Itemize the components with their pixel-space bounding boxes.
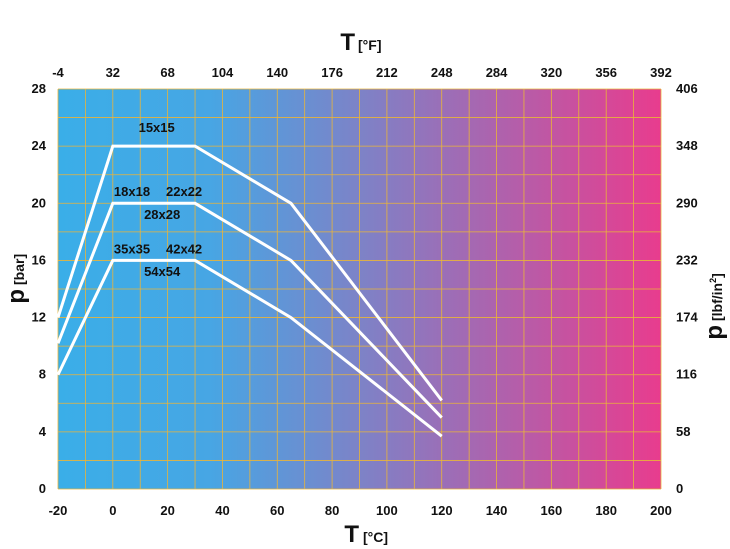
x-axis-bottom-tick-label: 40 [215, 503, 229, 518]
y-axis-right-unit-base: [lbf/in [709, 283, 725, 321]
x-axis-top-tick-label: 212 [376, 65, 398, 80]
series-line [56, 201, 443, 419]
series-label: 22x22 [166, 184, 202, 199]
x-axis-bottom-tick-label: 140 [486, 503, 508, 518]
y-axis-left-unit: [bar] [11, 254, 27, 285]
y-axis-right-unit-close: ] [709, 273, 725, 278]
y-axis-right-tick-label: 116 [676, 367, 697, 382]
y-axis-right-tick-label: 0 [676, 481, 683, 496]
y-axis-left-tick-label: 0 [39, 481, 46, 496]
x-axis-top-tick-label: 248 [431, 65, 453, 80]
x-axis-bottom-tick-label: 100 [376, 503, 398, 518]
x-axis-bottom-tick-label: 80 [325, 503, 339, 518]
x-axis-bottom-tick-label: 160 [541, 503, 563, 518]
y-axis-right-tick-label: 58 [676, 424, 690, 439]
y-axis-left-tick-label: 16 [32, 252, 46, 267]
y-axis-right-unit: [lbf/in2] [708, 273, 725, 321]
x-axis-bottom-ticks: -20 0 20 40 60 80 100 120 140 160 180 200 [49, 503, 672, 518]
y-axis-right-tick-label: 348 [676, 138, 698, 153]
x-axis-bottom-title: T [344, 521, 359, 548]
x-axis-top-tick-label: 104 [212, 65, 234, 80]
x-axis-top-tick-label: 320 [541, 65, 563, 80]
y-axis-left-tick-label: 24 [32, 138, 47, 153]
x-axis-bottom-unit: [°C] [363, 529, 388, 545]
y-axis-left-tick-label: 20 [32, 195, 46, 210]
x-axis-top-tick-label: -4 [52, 65, 64, 80]
series-lines [56, 144, 443, 438]
x-axis-bottom-tick-label: 200 [650, 503, 672, 518]
x-axis-bottom-tick-label: -20 [49, 503, 68, 518]
y-axis-right-tick-label: 406 [676, 81, 698, 96]
x-axis-top-tick-label: 32 [106, 65, 120, 80]
series-line [56, 144, 443, 402]
series-label: 42x42 [166, 241, 202, 256]
x-axis-top-tick-label: 176 [321, 65, 343, 80]
y-axis-left-title: p [3, 289, 30, 304]
series-label: 15x15 [139, 120, 175, 135]
series-label: 35x35 [114, 241, 150, 256]
x-axis-top-unit: [°F] [358, 37, 381, 53]
x-axis-top-ticks: -4 32 68 104 140 176 212 248 284 320 356 392 [52, 65, 672, 80]
series-label: 54x54 [144, 264, 181, 279]
y-axis-right-tick-label: 174 [676, 310, 698, 325]
y-axis-right-tick-label: 290 [676, 195, 698, 210]
x-axis-top-tick-label: 392 [650, 65, 672, 80]
series-label: 18x18 [114, 184, 150, 199]
y-axis-right-ticks: 0 58 116 174 232 290 348 406 [676, 81, 698, 496]
x-axis-bottom-tick-label: 180 [595, 503, 617, 518]
series-line [56, 258, 443, 438]
x-axis-bottom-tick-label: 0 [109, 503, 116, 518]
x-axis-bottom-tick-label: 60 [270, 503, 284, 518]
y-axis-right-unit-sup: 2 [708, 278, 718, 283]
y-axis-left-tick-label: 8 [39, 367, 46, 382]
series-labels: 15x15 18x18 22x22 28x28 35x35 42x42 54x54 [114, 120, 202, 279]
x-axis-top-tick-label: 356 [595, 65, 617, 80]
x-axis-top-tick-label: 284 [486, 65, 508, 80]
y-axis-left-ticks: 0 4 8 12 16 20 24 28 [32, 81, 47, 496]
x-axis-top-tick-label: 68 [160, 65, 174, 80]
x-axis-bottom-tick-label: 120 [431, 503, 453, 518]
series-label: 28x28 [144, 207, 180, 222]
y-axis-left-tick-label: 28 [32, 81, 46, 96]
y-axis-left-tick-label: 4 [39, 424, 47, 439]
y-axis-right-tick-label: 232 [676, 252, 698, 267]
grid [57, 88, 662, 490]
y-axis-right-title: p [701, 325, 728, 340]
x-axis-bottom-tick-label: 20 [160, 503, 174, 518]
y-axis-left-tick-label: 12 [32, 310, 46, 325]
x-axis-top-title: T [340, 29, 355, 56]
x-axis-top-tick-label: 140 [266, 65, 288, 80]
